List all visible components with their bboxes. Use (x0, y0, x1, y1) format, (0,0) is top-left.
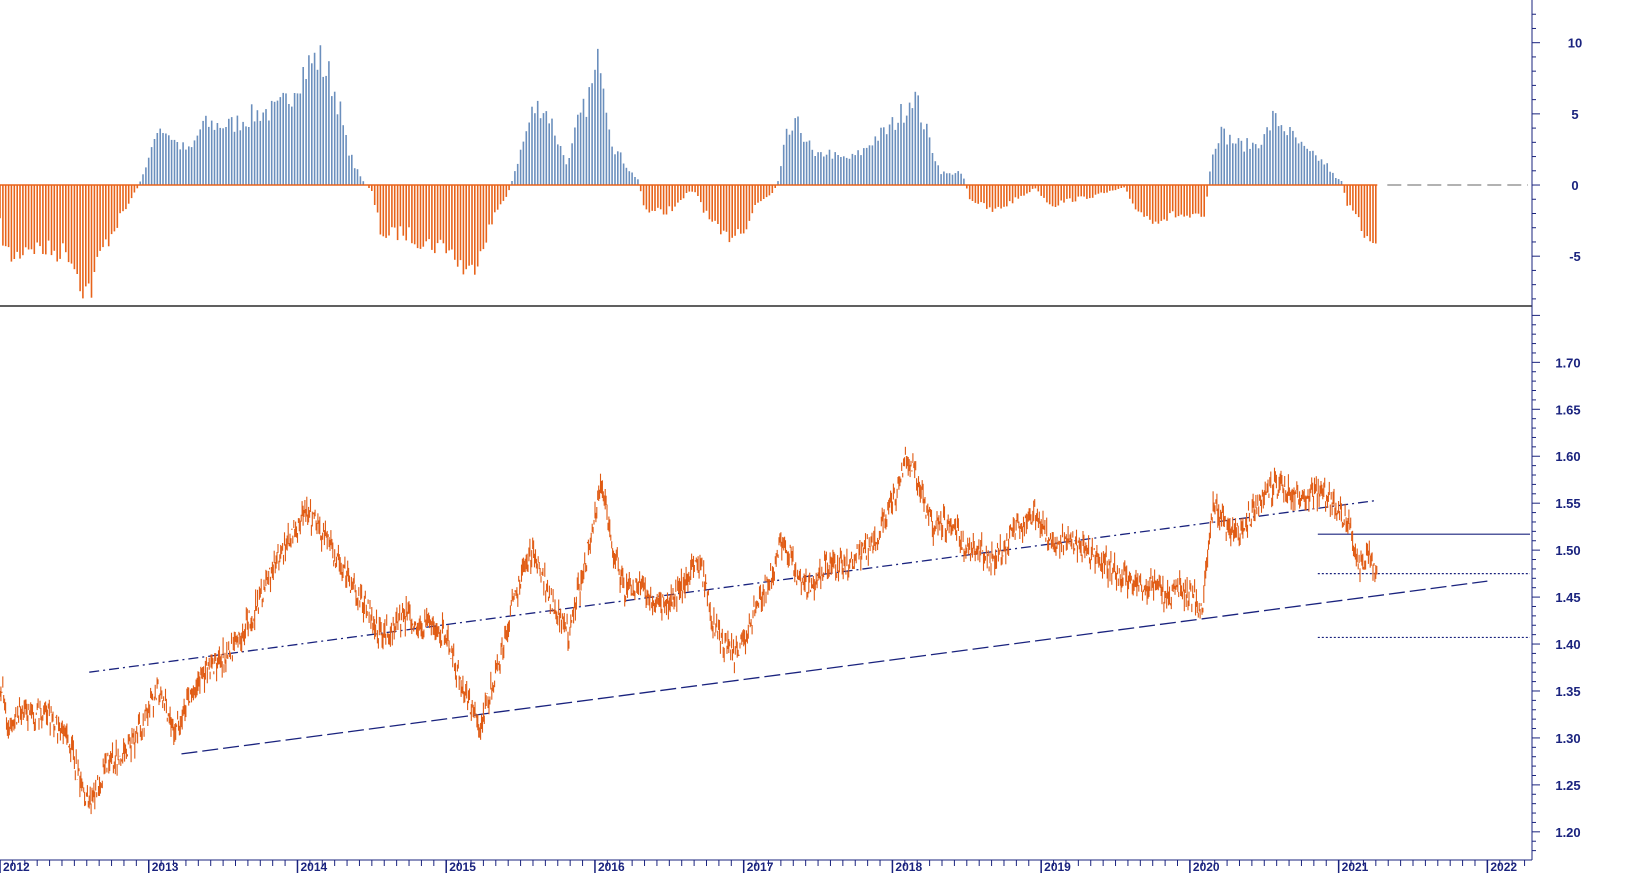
y-tick-label: 0 (1571, 178, 1578, 193)
trendline-long-dash (181, 580, 1488, 755)
x-tick-label: 2018 (895, 860, 922, 873)
x-tick-label: 2021 (1342, 860, 1369, 873)
y-tick-label: 1.70 (1555, 355, 1580, 370)
y-tick-label: 1.45 (1555, 590, 1580, 605)
price-ohlc-bars (0, 446, 1378, 815)
x-tick-label: 2012 (3, 860, 30, 873)
y-tick-label: 1.65 (1555, 402, 1580, 417)
oscillator-panel (0, 45, 1528, 299)
x-tick-label: 2019 (1044, 860, 1071, 873)
x-tick-label: 2014 (300, 860, 327, 873)
x-tick-label: 2015 (449, 860, 476, 873)
y-tick-label: 1.40 (1555, 637, 1580, 652)
y-tick-label: 5 (1571, 107, 1578, 122)
y-tick-label: -5 (1569, 249, 1581, 264)
oscillator-y-ticks: 10 5 0 -5 (1532, 13, 1582, 300)
y-tick-label: 1.30 (1555, 731, 1580, 746)
y-tick-label: 1.55 (1555, 496, 1580, 511)
x-tick-label: 2016 (598, 860, 625, 873)
y-tick-label: 1.20 (1555, 825, 1580, 840)
y-tick-label: 1.35 (1555, 684, 1580, 699)
x-tick-label: 2020 (1193, 860, 1220, 873)
trendline-dash-dot (89, 499, 1378, 673)
y-tick-label: 1.25 (1555, 778, 1580, 793)
x-tick-label: 2022 (1490, 860, 1517, 873)
y-tick-label: 1.60 (1555, 449, 1580, 464)
y-tick-label: 10 (1568, 36, 1582, 51)
price-panel (0, 446, 1530, 815)
x-tick-label: 2017 (747, 860, 774, 873)
x-tick-label: 2013 (152, 860, 179, 873)
x-axis: 2012 2013 2014 2015 2016 2017 2018 2019 2020 2021… (0, 859, 1532, 873)
horizontal-levels (1317, 533, 1530, 639)
price-y-ticks: 1.70 1.65 1.60 1.55 1.50 1.45 1.40 1.35 1.30 1.25… (1532, 314, 1581, 852)
x-axis-ticks: 2012 2013 2014 2015 2016 2017 2018 2019 2020 2021… (0, 860, 1526, 873)
oscillator-bars (0, 45, 1377, 299)
y-tick-label: 1.50 (1555, 543, 1580, 558)
trendlines (89, 499, 1488, 755)
